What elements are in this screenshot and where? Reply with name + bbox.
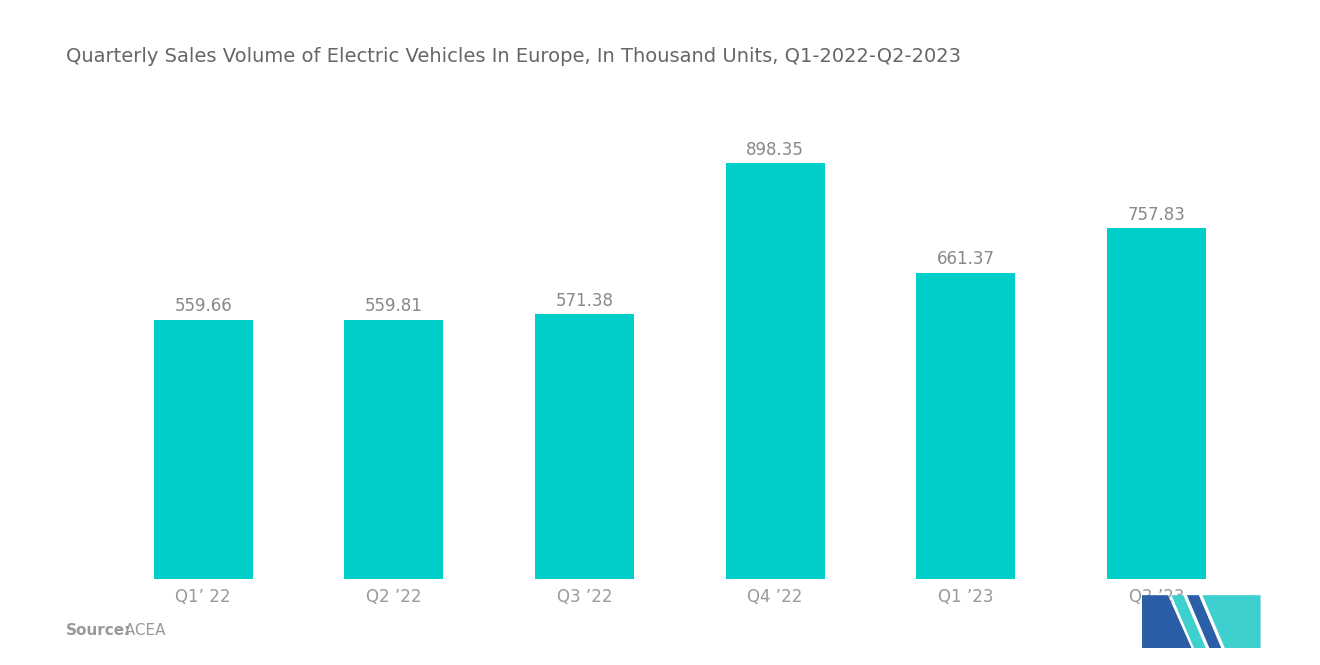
Text: Quarterly Sales Volume of Electric Vehicles In Europe, In Thousand Units, Q1-202: Quarterly Sales Volume of Electric Vehic… (66, 47, 961, 66)
Text: 661.37: 661.37 (937, 250, 995, 268)
Bar (1107, 228, 1206, 579)
Bar (726, 163, 825, 579)
Text: 559.81: 559.81 (364, 297, 422, 315)
Text: ACEA: ACEA (115, 623, 165, 638)
Text: Source:: Source: (66, 623, 132, 638)
Text: 571.38: 571.38 (556, 292, 614, 310)
Bar (345, 320, 444, 579)
Bar (535, 315, 634, 579)
Polygon shape (1187, 595, 1221, 648)
Polygon shape (1172, 595, 1206, 648)
Text: 757.83: 757.83 (1127, 205, 1185, 223)
Bar (916, 273, 1015, 579)
Bar (153, 320, 252, 579)
Polygon shape (1142, 595, 1192, 648)
Text: 898.35: 898.35 (746, 140, 804, 158)
Polygon shape (1203, 595, 1261, 648)
Text: 559.66: 559.66 (174, 297, 232, 315)
